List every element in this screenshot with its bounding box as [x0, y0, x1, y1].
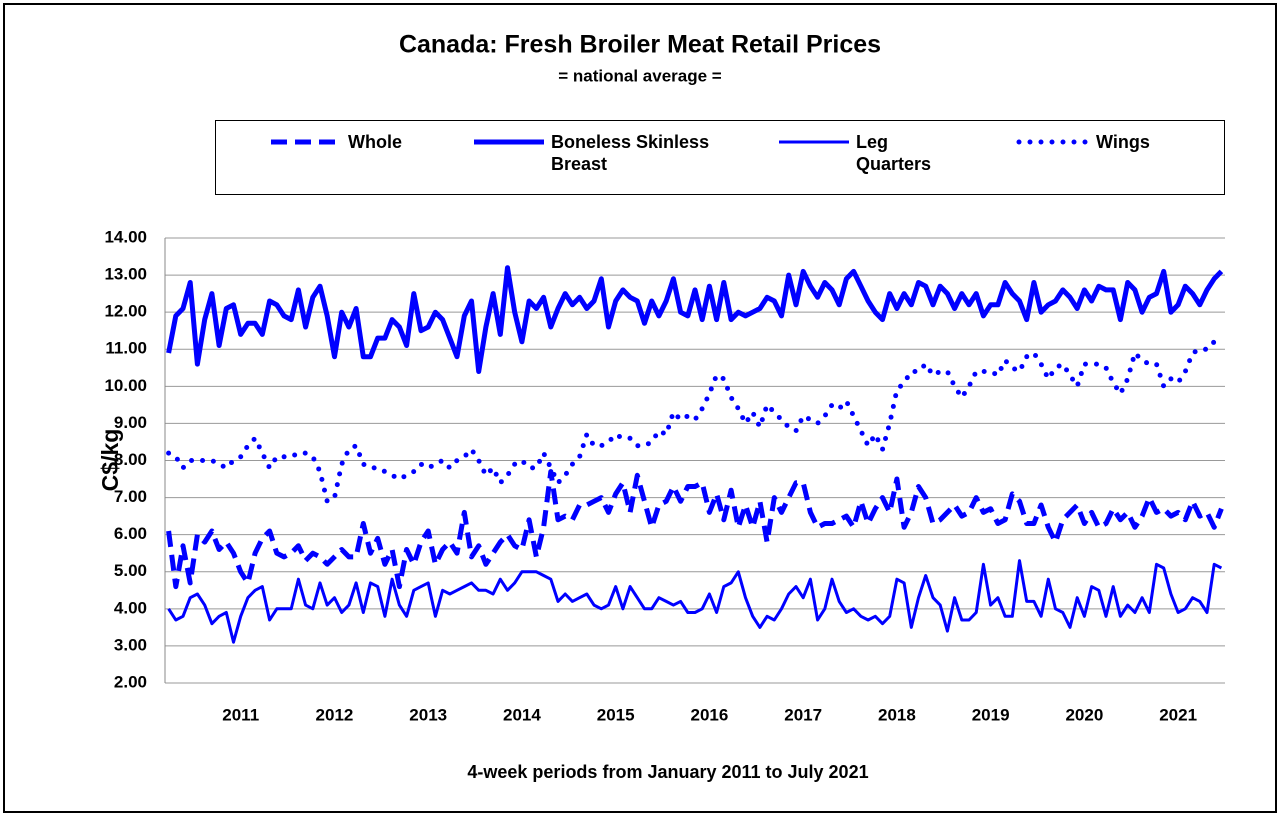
- legend-swatch: [1016, 139, 1092, 145]
- x-tick-label: 2017: [784, 705, 822, 724]
- series-line: [166, 469, 1224, 590]
- legend-label: Wings: [1096, 132, 1150, 152]
- y-tick-label: 4.00: [114, 598, 147, 617]
- legend-label: Whole: [348, 132, 402, 152]
- x-tick-label: 2015: [597, 705, 635, 724]
- legend-label: Leg Quarters: [856, 132, 932, 174]
- y-tick-label: 10.00: [104, 376, 147, 395]
- chart-subtitle: = national average =: [558, 66, 722, 85]
- series-line: [166, 339, 1224, 504]
- legend-entry: Leg Quarters: [776, 131, 946, 175]
- y-tick-label: 11.00: [105, 339, 147, 358]
- y-tick-label: 12.00: [104, 302, 147, 321]
- x-tick-label: 2011: [222, 705, 259, 724]
- x-tick-label: 2019: [972, 705, 1010, 724]
- x-tick-label: 2016: [691, 705, 729, 724]
- legend-swatch: [271, 139, 341, 145]
- legend-swatch: [474, 139, 544, 145]
- legend-entry: Wings: [1016, 131, 1216, 153]
- series-line: [167, 559, 1223, 644]
- y-tick-label: 3.00: [114, 635, 147, 654]
- x-tick-label: 2012: [316, 705, 354, 724]
- x-tick-label: 2020: [1065, 705, 1103, 724]
- legend-label: Boneless Skinless Breast: [551, 132, 710, 174]
- x-axis-label: 4-week periods from January 2011 to July…: [467, 762, 868, 782]
- legend-swatch: [779, 140, 849, 144]
- y-tick-label: 8.00: [114, 450, 147, 469]
- y-tick-label: 5.00: [114, 561, 147, 580]
- legend: Whole Boneless Skinless Breast Leg Quarter…: [215, 120, 1225, 195]
- y-tick-label: 13.00: [104, 265, 147, 284]
- y-tick-label: 7.00: [114, 487, 147, 506]
- y-tick-label: 2.00: [114, 672, 147, 691]
- y-tick-label: 6.00: [114, 524, 147, 543]
- x-tick-label: 2014: [503, 705, 541, 724]
- x-tick-label: 2013: [409, 705, 447, 724]
- series-line: [166, 265, 1224, 374]
- y-axis-label: C$/kg: [97, 429, 123, 492]
- x-tick-label: 2021: [1159, 705, 1197, 724]
- y-tick-label: 14.00: [104, 227, 147, 246]
- x-tick-label: 2018: [878, 705, 916, 724]
- chart-title: Canada: Fresh Broiler Meat Retail Prices: [399, 31, 881, 59]
- legend-entry: Whole: [268, 131, 468, 153]
- y-tick-label: 9.00: [114, 413, 147, 432]
- legend-entry: Boneless Skinless Breast: [471, 131, 721, 175]
